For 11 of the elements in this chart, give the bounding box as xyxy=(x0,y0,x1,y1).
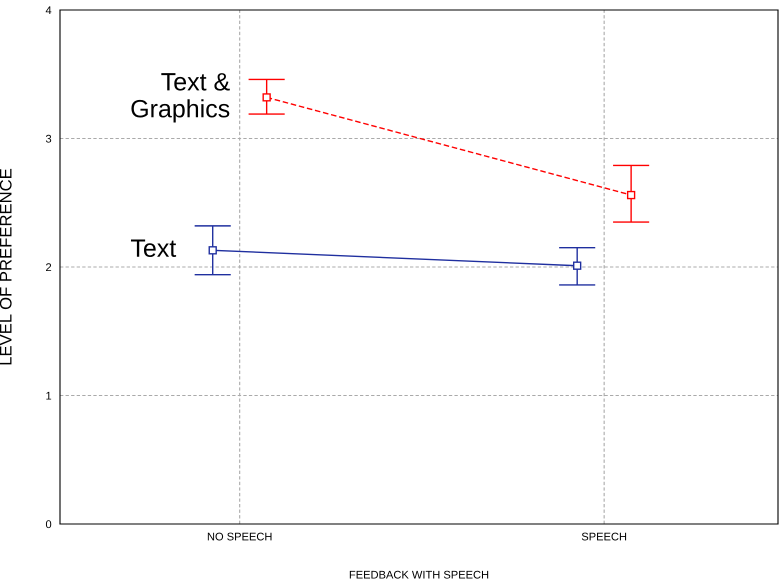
x-tick-label: SPEECH xyxy=(582,532,626,540)
y-tick-label: 1 xyxy=(46,392,52,400)
y-tick-label: 4 xyxy=(46,6,52,14)
series-label: Text xyxy=(130,240,176,258)
y-tick-label: 3 xyxy=(46,134,52,143)
x-tick-label: NO SPEECH xyxy=(208,532,272,540)
y-tick-label: 2 xyxy=(46,263,52,272)
series-label: Text & Graphics xyxy=(131,73,230,122)
y-axis-title: LEVEL OF PREFERENCE xyxy=(0,168,12,364)
x-axis-title: FEEDBACK WITH SPEECH xyxy=(350,570,488,579)
y-tick-label: 0 xyxy=(46,520,52,528)
